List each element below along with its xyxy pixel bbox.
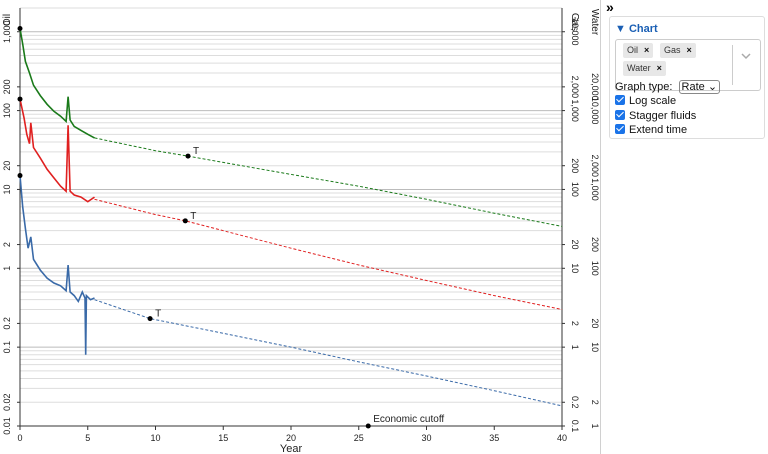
oil-tick-label: 20	[2, 161, 12, 171]
fluid-tag-water: Water ×	[623, 61, 666, 76]
remove-oil-icon[interactable]: ×	[644, 45, 650, 55]
water-tick-label: 10	[590, 342, 600, 352]
chevron-down-icon[interactable]	[740, 50, 754, 64]
x-tick-label: 30	[421, 433, 431, 443]
series-line-water	[19, 175, 95, 355]
log-scale-row[interactable]: Log scale	[615, 95, 676, 107]
log-scale-checkbox[interactable]	[615, 95, 625, 105]
water-axis-label: Water	[589, 9, 600, 36]
series-line-gas	[19, 98, 95, 203]
water-tick-label: 20	[590, 318, 600, 328]
oil-tick-label: 0.01	[2, 417, 12, 435]
gas-tick-label: 200	[570, 158, 580, 173]
water-tick-label: 20,000	[590, 73, 600, 101]
oil-tick-label: 0.1	[2, 341, 12, 354]
water-tick-label: 1,000	[590, 178, 600, 201]
x-tick-label: 35	[489, 433, 499, 443]
water-tick-label: 10,000	[590, 97, 600, 125]
gas-tick-label: 0.1	[570, 420, 580, 433]
x-tick-label: 15	[218, 433, 228, 443]
water-tick-label: 200	[590, 237, 600, 252]
oil-tick-label: 2	[2, 242, 12, 247]
fluid-multiselect[interactable]: Oil × Gas × Water ×	[615, 39, 761, 91]
graph-type-row: Graph type: Rate ⌄	[615, 80, 721, 94]
gas-tick-label: 10	[570, 263, 580, 273]
fluid-tag-gas: Gas ×	[660, 43, 696, 58]
marker-label-gas: T	[190, 211, 196, 222]
stagger-fluids-row[interactable]: Stagger fluids	[615, 110, 696, 122]
gas-tick-label: 2,000	[570, 76, 580, 99]
chart-section-title: Chart	[628, 23, 658, 35]
x-tick-label: 25	[354, 433, 364, 443]
gas-tick-label: 1	[570, 345, 580, 350]
economic-cutoff-label: Economic cutoff	[373, 414, 444, 425]
fluid-tag-label: Water	[627, 63, 651, 73]
oil-tick-label: 200	[2, 79, 12, 94]
water-tick-label: 2	[590, 400, 600, 405]
water-tick-label: 2,000	[590, 154, 600, 177]
multiselect-separator	[732, 45, 733, 85]
oil-tick-label: 0.2	[2, 317, 12, 330]
fluid-tag-label: Oil	[627, 45, 638, 55]
water-tick-label: 1	[590, 423, 600, 428]
extend-time-row[interactable]: Extend time	[615, 124, 687, 136]
start-point-gas	[17, 96, 23, 102]
x-tick-label: 0	[17, 433, 22, 443]
economic-cutoff-point	[365, 423, 371, 429]
oil-tick-label: 1	[2, 266, 12, 271]
x-axis-label: Year	[280, 443, 303, 454]
marker-point-gas	[182, 218, 188, 224]
fluid-tag-oil: Oil ×	[623, 43, 654, 58]
chevron-down-icon: ⌄	[707, 81, 718, 93]
remove-gas-icon[interactable]: ×	[686, 45, 692, 55]
oil-axis-label: Oil	[2, 14, 13, 26]
x-tick-label: 10	[150, 433, 160, 443]
marker-label-oil: T	[193, 146, 199, 157]
extend-time-label: Extend time	[629, 124, 688, 136]
oil-tick-label: 10	[2, 184, 12, 194]
fluid-tag-label: Gas	[664, 45, 681, 55]
stagger-fluids-label: Stagger fluids	[629, 110, 697, 122]
marker-label-water: T	[155, 309, 161, 320]
gas-tick-label: 2	[570, 321, 580, 326]
gas-tick-label: 1,000	[570, 99, 580, 122]
gas-tick-label: 20	[570, 240, 580, 250]
collapse-panel-icon[interactable]: »	[606, 0, 614, 15]
graph-type-value: Rate	[681, 81, 705, 93]
start-point-oil	[17, 25, 23, 31]
production-chart[interactable]: 0 5 10 15 20 25 30 35 40 Year 0.01 0.02 0.1 0.2 1 2 10 20…	[0, 0, 600, 454]
gas-tick-label: 100	[570, 182, 580, 197]
x-tick-label: 5	[85, 433, 90, 443]
remove-water-icon[interactable]: ×	[656, 63, 662, 73]
extend-time-checkbox[interactable]	[615, 124, 625, 134]
water-tick-label: 100	[590, 261, 600, 276]
graph-type-select[interactable]: Rate ⌄	[678, 80, 721, 94]
gas-tick-label: 0.2	[570, 396, 580, 409]
marker-point-oil	[185, 153, 191, 159]
chart-section-toggle[interactable]: ▼ Chart	[615, 23, 658, 35]
chart-svg[interactable]: 0 5 10 15 20 25 30 35 40Year0.010.020.10.2121020…	[0, 0, 600, 454]
marker-point-water	[147, 316, 153, 322]
start-point-water	[17, 173, 23, 179]
log-scale-label: Log scale	[629, 95, 677, 107]
oil-tick-label: 1,000	[2, 20, 12, 43]
x-tick-label: 20	[286, 433, 296, 443]
x-tick-label: 40	[557, 433, 567, 443]
chart-settings-panel: ▼ Chart Oil × Gas × Water × Graph type: Rat…	[609, 16, 765, 139]
gas-tick-label: 10,000	[570, 18, 580, 46]
forecast-line-gas	[94, 198, 563, 310]
oil-tick-label: 100	[2, 103, 12, 118]
oil-tick-label: 0.02	[2, 393, 12, 411]
gas-axis-label: Gas	[569, 13, 580, 31]
series-line-oil	[19, 28, 95, 139]
graph-type-label: Graph type:	[615, 81, 673, 93]
panel-divider	[600, 0, 601, 454]
stagger-fluids-checkbox[interactable]	[615, 110, 625, 120]
forecast-line-water	[94, 299, 563, 407]
triangle-down-icon: ▼	[615, 23, 626, 35]
